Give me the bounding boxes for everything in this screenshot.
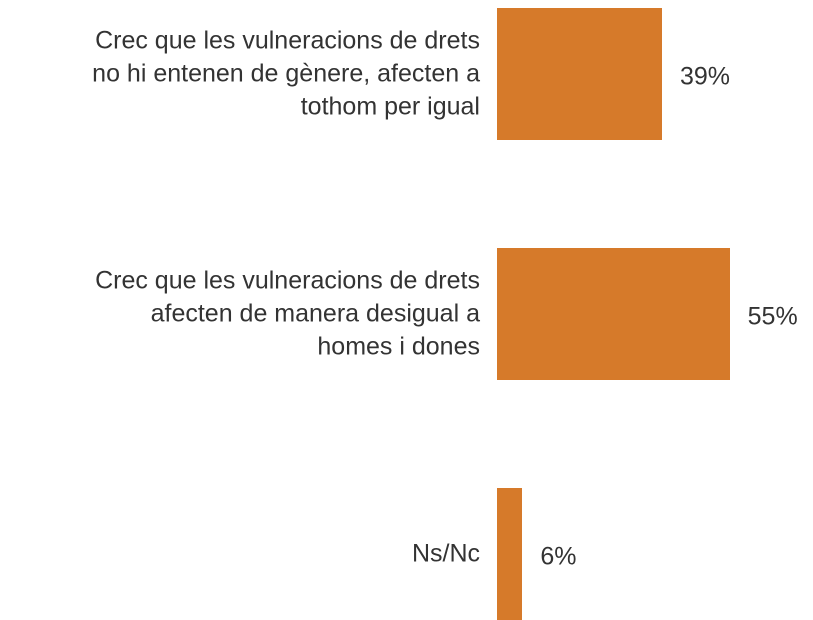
value-label: 55% <box>747 302 798 331</box>
bar <box>497 8 662 140</box>
bar <box>497 488 523 620</box>
category-label: Crec que les vulneracions de drets afect… <box>95 266 480 361</box>
bar <box>497 248 730 380</box>
value-label: 39% <box>679 62 731 91</box>
category-label: Crec que les vulneracions de drets no hi… <box>92 26 480 121</box>
category-label: Ns/Nc <box>411 539 480 568</box>
value-label: 6% <box>540 542 577 571</box>
